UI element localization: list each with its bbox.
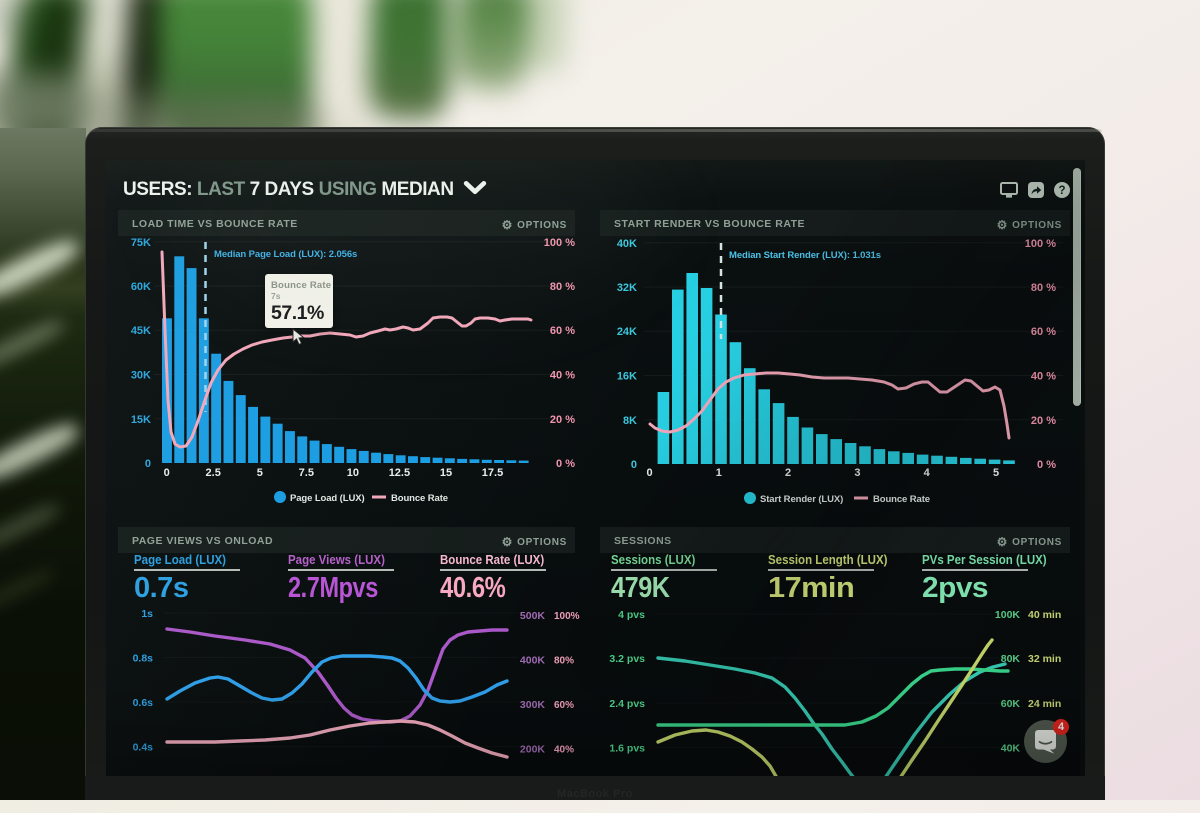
svg-text:0.8s: 0.8s xyxy=(133,653,154,665)
svg-text:16K: 16K xyxy=(617,371,637,383)
svg-text:10: 10 xyxy=(347,467,359,479)
svg-text:0: 0 xyxy=(646,467,652,479)
svg-text:80 %: 80 % xyxy=(550,281,575,293)
svg-text:5: 5 xyxy=(257,467,263,479)
svg-text:1.6 pvs: 1.6 pvs xyxy=(609,743,645,755)
svg-text:15K: 15K xyxy=(131,414,151,426)
svg-text:0: 0 xyxy=(164,467,170,479)
svg-text:2: 2 xyxy=(785,467,791,479)
svg-text:3.2 pvs: 3.2 pvs xyxy=(609,653,645,665)
svg-text:?: ? xyxy=(1058,185,1065,197)
svg-text:7.5: 7.5 xyxy=(299,467,314,479)
svg-text:8K: 8K xyxy=(623,415,637,427)
svg-text:1: 1 xyxy=(716,467,722,479)
svg-text:100%: 100% xyxy=(554,611,580,622)
svg-text:100K: 100K xyxy=(995,609,1021,621)
svg-text:40K: 40K xyxy=(1001,743,1021,755)
svg-text:0.6s: 0.6s xyxy=(133,697,154,709)
svg-text:0: 0 xyxy=(631,459,637,471)
svg-text:4: 4 xyxy=(924,467,931,479)
svg-text:30K: 30K xyxy=(131,370,151,382)
svg-text:32 min: 32 min xyxy=(1028,653,1061,665)
svg-text:80%: 80% xyxy=(554,656,574,667)
svg-text:Page Load (LUX): Page Load (LUX) xyxy=(290,493,365,504)
svg-text:60 %: 60 % xyxy=(1031,326,1056,338)
svg-text:100 %: 100 % xyxy=(1025,238,1056,250)
svg-text:4 pvs: 4 pvs xyxy=(618,609,645,621)
svg-text:15: 15 xyxy=(440,467,452,479)
svg-text:40%: 40% xyxy=(554,745,574,756)
svg-text:40K: 40K xyxy=(617,238,637,250)
svg-text:60%: 60% xyxy=(554,700,574,711)
svg-text:Bounce Rate: Bounce Rate xyxy=(873,494,930,505)
svg-text:Start Render (LUX): Start Render (LUX) xyxy=(760,494,843,505)
svg-text:80K: 80K xyxy=(1001,653,1021,665)
svg-text:0 %: 0 % xyxy=(556,458,575,470)
svg-text:75K: 75K xyxy=(131,237,151,249)
svg-text:0: 0 xyxy=(145,458,151,470)
svg-text:80 %: 80 % xyxy=(1031,282,1056,294)
svg-text:17.5: 17.5 xyxy=(482,467,503,479)
svg-text:40 min: 40 min xyxy=(1028,609,1061,621)
svg-text:1s: 1s xyxy=(141,608,153,620)
svg-text:2.5: 2.5 xyxy=(206,467,221,479)
svg-text:24 min: 24 min xyxy=(1028,698,1061,710)
svg-text:Bounce Rate: Bounce Rate xyxy=(391,493,448,504)
svg-text:40 %: 40 % xyxy=(550,370,575,382)
svg-text:45K: 45K xyxy=(131,325,151,337)
svg-text:40 %: 40 % xyxy=(1031,371,1056,383)
svg-text:3: 3 xyxy=(854,467,860,479)
svg-text:200K: 200K xyxy=(520,744,546,756)
svg-text:60K: 60K xyxy=(131,281,151,293)
svg-text:Median Start Render (LUX): 1.0: Median Start Render (LUX): 1.031s xyxy=(729,250,881,261)
svg-text:Median Page Load (LUX): 2.056s: Median Page Load (LUX): 2.056s xyxy=(214,249,357,260)
svg-text:400K: 400K xyxy=(520,655,546,667)
svg-text:2.4 pvs: 2.4 pvs xyxy=(609,698,645,710)
svg-text:20 %: 20 % xyxy=(1031,415,1056,427)
svg-text:5: 5 xyxy=(993,467,999,479)
svg-text:0 %: 0 % xyxy=(1037,459,1056,471)
svg-text:20 %: 20 % xyxy=(550,414,575,426)
svg-text:0.4s: 0.4s xyxy=(133,742,154,754)
svg-text:100 %: 100 % xyxy=(544,237,575,249)
svg-text:12.5: 12.5 xyxy=(389,467,410,479)
svg-text:300K: 300K xyxy=(520,699,546,711)
svg-text:24K: 24K xyxy=(617,326,637,338)
svg-text:32K: 32K xyxy=(617,282,637,294)
svg-text:500K: 500K xyxy=(520,610,546,622)
svg-text:60 %: 60 % xyxy=(550,325,575,337)
svg-text:60K: 60K xyxy=(1001,698,1021,710)
